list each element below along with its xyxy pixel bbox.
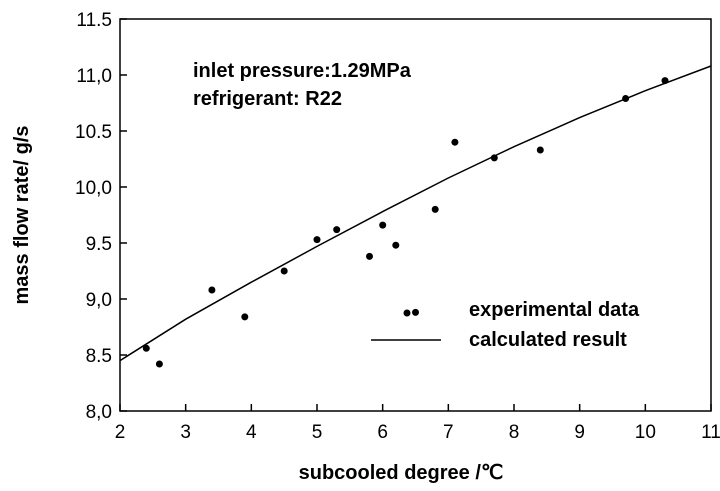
experimental-data-point [490,154,498,162]
y-tick-label: 11.5 [76,10,112,31]
annotation-refrigerant: refrigerant: R22 [193,88,342,110]
x-tick-label: 8 [509,422,520,443]
legend: experimental data calculated result [371,299,640,351]
experimental-data-point [661,77,669,85]
y-axis-label: mass flow rate/ g/s [11,126,33,305]
experimental-data-point [379,221,387,229]
x-axis-label: subcooled degree /℃ [299,462,504,484]
experimental-data-point [208,286,216,294]
experimental-data-point [622,95,630,102]
experimental-data-point [536,146,544,154]
experimental-data-point [313,236,321,244]
x-tick-label: 5 [312,422,323,443]
experimental-data-point [155,360,163,368]
y-tick-label: 8,0 [86,402,112,423]
legend-label-experimental-data: experimental data [469,299,640,321]
y-tick-label: 10,0 [75,178,112,199]
annotation-inlet-pressure: inlet pressure:1.29MPa [193,60,412,82]
experimental-data-point [280,267,288,275]
x-tick-label: 11 [701,422,720,443]
experimental-data-point [366,252,373,260]
experimental-data-point [142,344,150,352]
experimental-data-series [142,77,669,368]
experimental-data-point [333,226,341,234]
legend-marker-experimental-data [403,309,411,317]
calculated-result-line [119,65,712,362]
x-tick-label: 7 [443,422,454,443]
x-axis-ticks: 2 3 4 5 6 7 8 9 10 11 [115,404,720,443]
x-tick-label: 10 [635,422,656,443]
experimental-data-point [241,313,249,321]
y-tick-label: 9,0 [86,290,112,311]
y-tick-label: 9.5 [86,234,112,255]
x-tick-label: 2 [115,422,126,443]
experimental-data-point [412,308,419,316]
experimental-data-point [431,205,439,213]
y-tick-label: 11,0 [76,66,112,87]
x-tick-label: 9 [574,422,585,443]
x-tick-label: 3 [180,422,191,443]
experimental-data-point [451,138,459,146]
y-axis-ticks: 8,0 8.5 9,0 9.5 10,0 10.5 11,0 11.5 [75,10,127,423]
y-tick-label: 8.5 [86,346,112,367]
y-tick-label: 10.5 [75,122,112,143]
calculated-result-series [119,65,712,362]
experimental-data-point [392,241,400,249]
plot-frame [119,18,712,412]
x-tick-label: 4 [246,422,257,443]
x-tick-label: 6 [377,422,388,443]
legend-label-calculated-result: calculated result [469,329,627,351]
